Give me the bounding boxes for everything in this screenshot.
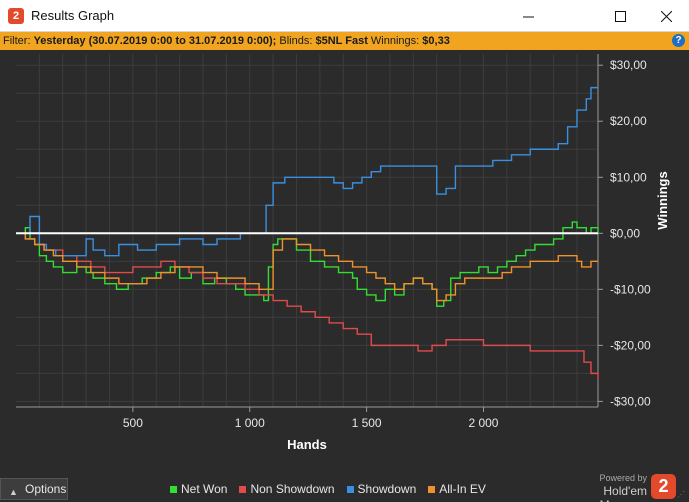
legend-swatch-showdown xyxy=(346,485,354,493)
title-bar[interactable]: 2 Results Graph xyxy=(0,0,689,32)
x-tick-label: 1 500 xyxy=(352,416,382,430)
graph-area: $30,00 $20,00 $10,00 $0,00 -$10,00 -$20,00 -$3… xyxy=(0,50,689,475)
minimize-icon xyxy=(522,16,534,17)
legend-item-non-showdown[interactable]: Non Showdown xyxy=(239,482,335,496)
filter-winnings-label: Winnings: xyxy=(367,35,423,47)
series-line-all-in-ev xyxy=(16,232,598,302)
close-icon xyxy=(660,10,672,22)
filter-bar: Filter: Yesterday (30.07.2019 0:00 to 31… xyxy=(0,32,689,50)
close-button[interactable] xyxy=(643,0,689,32)
holdem-manager-logo-icon: 2 xyxy=(651,474,676,499)
legend-swatch-all-in-ev xyxy=(428,485,436,493)
brand-name: Hold'em Manager xyxy=(600,484,647,502)
plot-background xyxy=(16,54,598,407)
legend-item-showdown[interactable]: Showdown xyxy=(346,482,417,496)
maximize-icon xyxy=(614,10,626,22)
legend-swatch-non-showdown xyxy=(239,485,247,493)
options-arrow-icon: ▲ xyxy=(9,487,18,497)
powered-by: Powered by Hold'em Manager xyxy=(553,472,647,502)
filter-winnings-value: $0,33 xyxy=(422,35,450,47)
options-label: Options xyxy=(25,482,67,496)
filter-date-range: Yesterday (30.07.2019 0:00 to 31.07.2019… xyxy=(33,35,277,47)
maximize-button[interactable] xyxy=(597,0,643,32)
y-tick-label: -$10,00 xyxy=(610,282,651,296)
series-line-net-won xyxy=(16,221,599,307)
x-tick-label: 1 000 xyxy=(235,416,265,430)
results-chart[interactable]: $30,00 $20,00 $10,00 $0,00 -$10,00 -$20,00 -$3… xyxy=(0,50,689,475)
help-icon[interactable]: ? xyxy=(672,34,685,47)
filter-prefix: Filter: xyxy=(3,35,34,47)
filter-blinds-label: Blinds: xyxy=(276,35,316,47)
y-tick-label: $20,00 xyxy=(610,114,647,128)
legend-label-non-showdown: Non Showdown xyxy=(250,482,335,496)
minimize-button[interactable] xyxy=(505,0,551,32)
series-line-showdown xyxy=(16,86,598,257)
chart-legend: Net Won Non Showdown Showdown All-In EV xyxy=(170,482,486,496)
filter-blinds-value: $5NL Fast xyxy=(315,35,368,47)
y-axis-title: Winnings xyxy=(655,171,670,229)
resize-grip-icon[interactable]: ⋰ xyxy=(677,490,685,499)
footer: ▲ Options Net Won Non Showdown Showdown … xyxy=(0,472,689,502)
y-tick-label: -$20,00 xyxy=(610,338,651,352)
legend-item-net-won[interactable]: Net Won xyxy=(170,482,227,496)
legend-label-showdown: Showdown xyxy=(357,482,417,496)
powered-by-text: Powered by xyxy=(599,473,647,483)
x-tick-label: 500 xyxy=(123,416,143,430)
options-button[interactable]: ▲ Options xyxy=(0,478,68,500)
app-logo-icon: 2 xyxy=(8,8,24,24)
x-tick-label: 2 000 xyxy=(468,416,498,430)
legend-label-net-won: Net Won xyxy=(181,482,228,496)
window-title: Results Graph xyxy=(31,8,115,23)
legend-item-all-in-ev[interactable]: All-In EV xyxy=(428,482,486,496)
y-tick-label: -$30,00 xyxy=(610,394,651,408)
y-tick-label: $0,00 xyxy=(610,226,640,240)
legend-label-all-in-ev: All-In EV xyxy=(439,482,486,496)
legend-swatch-net-won xyxy=(170,485,177,493)
x-axis-title: Hands xyxy=(287,437,327,452)
y-tick-label: $10,00 xyxy=(610,170,647,184)
y-tick-label: $30,00 xyxy=(610,58,647,72)
series-line-non-showdown xyxy=(16,232,599,379)
